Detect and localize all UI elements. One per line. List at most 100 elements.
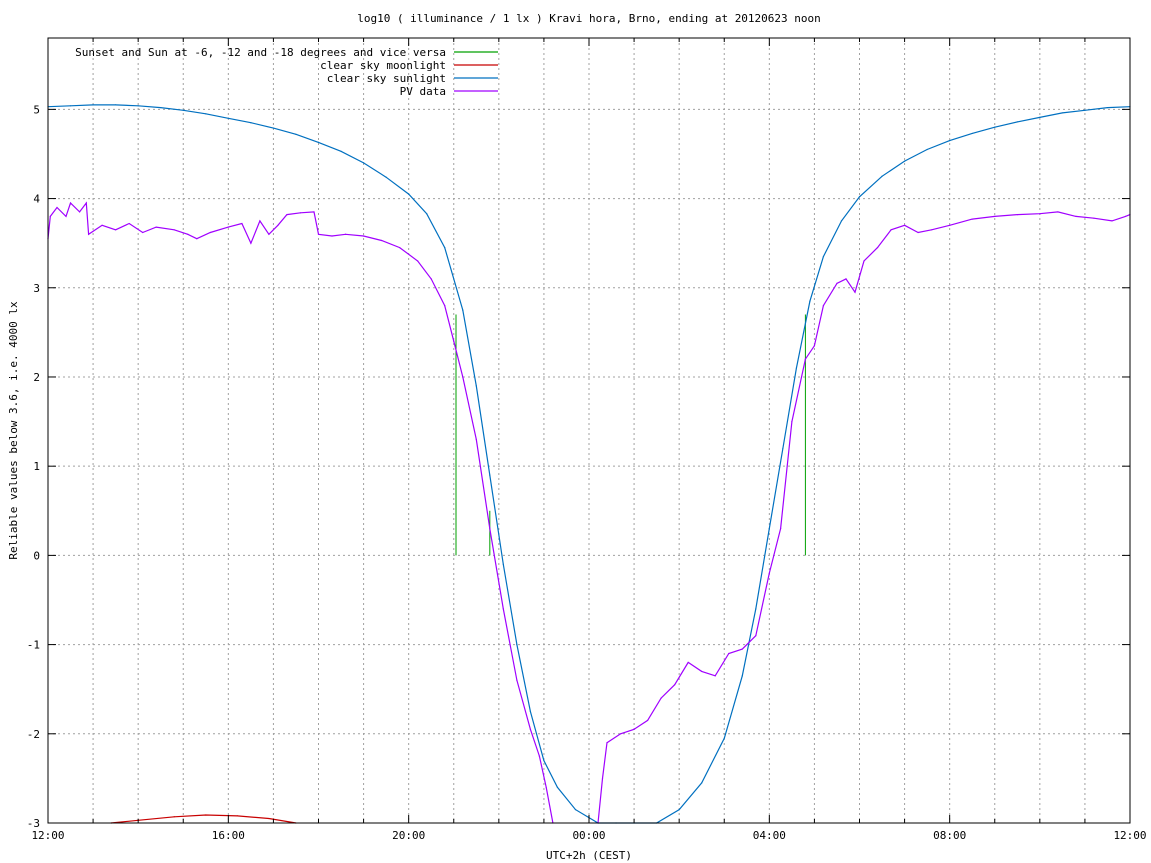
y-tick-label: -3 <box>27 817 40 830</box>
data-point <box>994 215 996 218</box>
data-point <box>444 247 446 249</box>
data-point <box>227 117 229 119</box>
data-point <box>313 211 315 213</box>
data-point <box>385 176 387 178</box>
data-point <box>205 113 207 115</box>
series-line <box>47 104 1131 824</box>
data-point <box>836 282 838 284</box>
data-point <box>317 233 320 235</box>
data-point <box>791 420 793 423</box>
data-point <box>362 235 365 237</box>
data-point <box>236 815 238 817</box>
x-tick-label: 08:00 <box>933 829 966 842</box>
data-point <box>489 474 491 476</box>
data-point <box>845 278 847 280</box>
data-point <box>529 728 531 730</box>
data-point <box>173 816 175 818</box>
data-point <box>408 193 410 195</box>
legend-label: PV data <box>400 85 446 98</box>
data-point <box>1016 121 1018 123</box>
series-line <box>111 814 297 824</box>
data-point <box>128 222 130 225</box>
data-point <box>619 733 622 735</box>
data-point <box>331 235 333 237</box>
data-point <box>647 719 649 722</box>
data-point <box>462 309 464 311</box>
x-tick-label: 16:00 <box>212 829 245 842</box>
data-point <box>344 233 347 235</box>
data-point <box>142 231 144 234</box>
ticks: 12:00 16:00 20:00 00:00 04:00 08:00 12:00-3-2-… <box>27 38 1147 842</box>
data-point <box>1039 116 1041 118</box>
data-point <box>250 122 252 124</box>
data-point <box>277 224 279 226</box>
data-point <box>678 809 680 811</box>
x-tick-label: 12:00 <box>1113 829 1146 842</box>
data-point <box>723 737 725 739</box>
series-0 <box>455 314 806 556</box>
data-point <box>574 809 577 811</box>
data-point <box>949 139 951 142</box>
data-point <box>115 229 117 231</box>
data-point <box>69 202 72 204</box>
y-tick-label: 4 <box>33 193 40 206</box>
data-point <box>813 345 816 347</box>
data-point <box>362 162 365 164</box>
data-point <box>601 777 604 779</box>
series-layer <box>47 104 1131 824</box>
data-point <box>137 105 139 107</box>
data-point <box>299 212 302 214</box>
data-point <box>381 239 383 242</box>
data-point <box>475 438 477 441</box>
data-point <box>1039 213 1041 215</box>
data-point <box>268 233 270 235</box>
y-tick-label: 3 <box>33 282 40 295</box>
data-point <box>87 233 90 235</box>
x-axis-label: UTC+2h (CEST) <box>546 849 632 862</box>
data-point <box>858 196 861 198</box>
data-point <box>854 291 856 293</box>
data-point <box>931 229 933 231</box>
data-point <box>606 742 608 744</box>
data-point <box>444 305 446 307</box>
data-point <box>78 211 81 213</box>
data-point <box>65 215 67 218</box>
data-point <box>462 376 464 378</box>
x-tick-label: 04:00 <box>753 829 786 842</box>
data-point <box>502 608 504 610</box>
data-point <box>780 528 782 530</box>
data-point <box>516 643 518 646</box>
data-point <box>49 215 51 218</box>
data-point <box>903 160 906 162</box>
data-point <box>56 206 58 209</box>
plot-frame <box>47 37 1131 824</box>
data-point <box>69 105 72 107</box>
data-point <box>701 782 703 784</box>
data-point <box>1124 215 1127 218</box>
data-point <box>317 141 320 143</box>
data-point <box>205 814 207 816</box>
data-point <box>489 528 491 530</box>
data-point <box>741 675 743 677</box>
data-point <box>101 224 103 226</box>
data-point <box>971 132 973 135</box>
data-point <box>115 104 117 106</box>
data-point <box>917 231 919 234</box>
data-point <box>545 786 547 788</box>
chart-title: log10 ( illuminance / 1 lx ) Kravi hora,… <box>357 12 821 25</box>
data-point <box>475 385 477 387</box>
data-point <box>840 220 843 222</box>
data-point <box>633 728 635 730</box>
y-tick-label: 2 <box>33 371 40 384</box>
data-point <box>1057 211 1059 213</box>
data-point <box>809 300 811 302</box>
y-axis-label: Reliable values below 3.6, i.e. 4000 lx <box>7 301 20 560</box>
data-point <box>295 133 297 135</box>
data-point <box>1111 220 1113 222</box>
data-point <box>903 224 906 226</box>
data-point <box>1093 217 1095 219</box>
data-point <box>714 675 716 677</box>
legend: Sunset and Sun at -6, -12 and -18 degree… <box>75 46 498 98</box>
x-tick-label: 00:00 <box>572 829 605 842</box>
